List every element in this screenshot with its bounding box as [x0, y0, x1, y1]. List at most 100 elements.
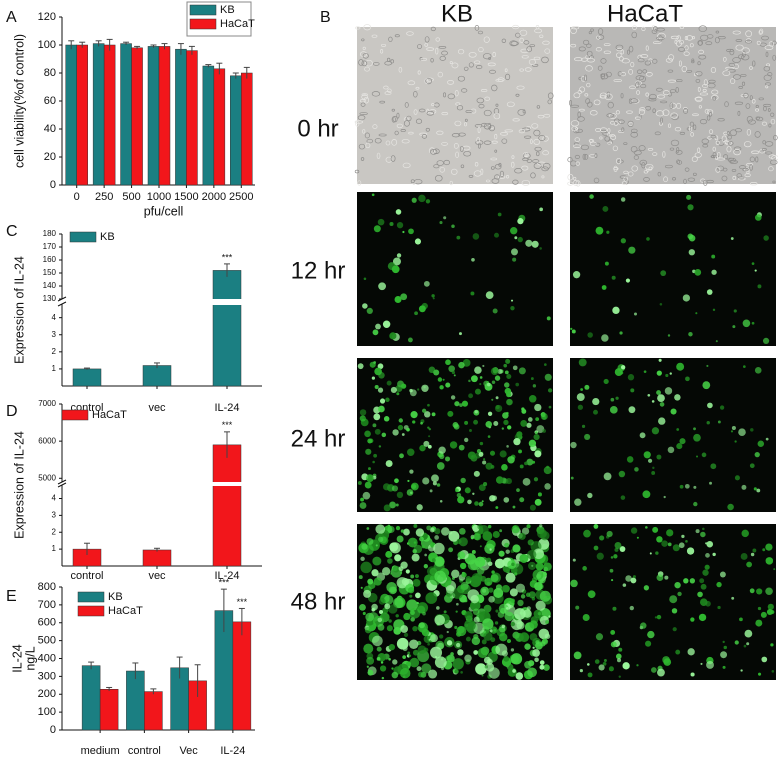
cell [611, 579, 614, 582]
y-axis-label: ng/L [23, 646, 37, 670]
cell [730, 237, 734, 240]
cell [359, 51, 368, 57]
cell [731, 596, 735, 600]
cell [693, 124, 697, 131]
cell [686, 194, 692, 200]
cell [479, 382, 482, 386]
cell [506, 101, 515, 108]
cell [694, 268, 702, 276]
cell [394, 34, 400, 38]
cell [548, 405, 552, 409]
cell [544, 373, 552, 381]
cell [412, 578, 421, 587]
cell [504, 68, 508, 73]
cell [656, 454, 662, 460]
cell [686, 35, 694, 41]
cell [631, 31, 638, 39]
cell [378, 405, 385, 413]
x-tick-label: vec [148, 570, 166, 582]
cell [514, 168, 523, 174]
cell [449, 61, 453, 65]
cell [606, 230, 610, 234]
cell [464, 487, 471, 494]
panel-letter: E [6, 588, 17, 605]
cell [521, 55, 529, 59]
cell [392, 565, 400, 573]
cell [541, 175, 545, 179]
cell [459, 145, 464, 152]
cell [712, 96, 717, 101]
cell [743, 365, 746, 368]
cell [700, 662, 703, 665]
cell [539, 664, 545, 670]
cell [403, 612, 411, 621]
cell [477, 30, 484, 35]
cell [656, 87, 663, 92]
cell [734, 440, 737, 443]
cell [461, 572, 467, 578]
cell [431, 474, 439, 483]
legend-label: HaCaT [108, 605, 143, 617]
cell [761, 656, 768, 663]
cell [586, 57, 595, 63]
cell [572, 180, 579, 186]
cell [617, 71, 623, 77]
cell [567, 157, 573, 163]
cell [755, 116, 761, 120]
cell [528, 395, 537, 403]
cell [478, 452, 484, 457]
cell [583, 39, 590, 45]
cell [483, 631, 493, 641]
cell [480, 586, 490, 596]
cell [495, 609, 499, 613]
cell [618, 470, 626, 478]
cell [527, 667, 537, 678]
cell [768, 154, 776, 159]
cell [742, 167, 749, 172]
cell [676, 160, 683, 165]
cell [733, 148, 741, 156]
cell [501, 585, 509, 593]
cell [617, 120, 621, 125]
bar [158, 46, 171, 186]
cell [505, 572, 516, 583]
cell [675, 649, 681, 655]
cell [588, 31, 592, 35]
cell [746, 642, 750, 646]
cell [521, 179, 531, 186]
cell [471, 257, 475, 262]
cell [647, 630, 655, 639]
cell [411, 197, 417, 203]
cell [490, 166, 495, 170]
cell [357, 480, 362, 485]
column-header: KB [441, 0, 473, 27]
cell [501, 38, 507, 43]
cell [715, 167, 721, 173]
cell [385, 550, 393, 558]
y-tick-label: 0 [50, 724, 56, 736]
cell [361, 93, 368, 96]
cell [623, 176, 629, 182]
cell [424, 78, 429, 84]
cell [571, 26, 580, 30]
cell [395, 614, 399, 618]
bar [142, 549, 172, 567]
cell [519, 632, 530, 643]
cell [460, 477, 466, 484]
cell [443, 610, 447, 614]
cell [708, 129, 714, 135]
cell [575, 605, 580, 610]
y-axis-label: cell viability(%of control) [12, 34, 26, 168]
cell [738, 85, 744, 89]
cell [471, 636, 481, 646]
cell [484, 96, 491, 101]
cell [770, 118, 776, 125]
cell [522, 157, 529, 161]
cell [606, 91, 610, 98]
cell [476, 448, 482, 454]
cell [744, 629, 753, 638]
cell [368, 467, 371, 471]
cell [465, 636, 471, 642]
cell [656, 390, 661, 395]
cell [421, 384, 429, 392]
